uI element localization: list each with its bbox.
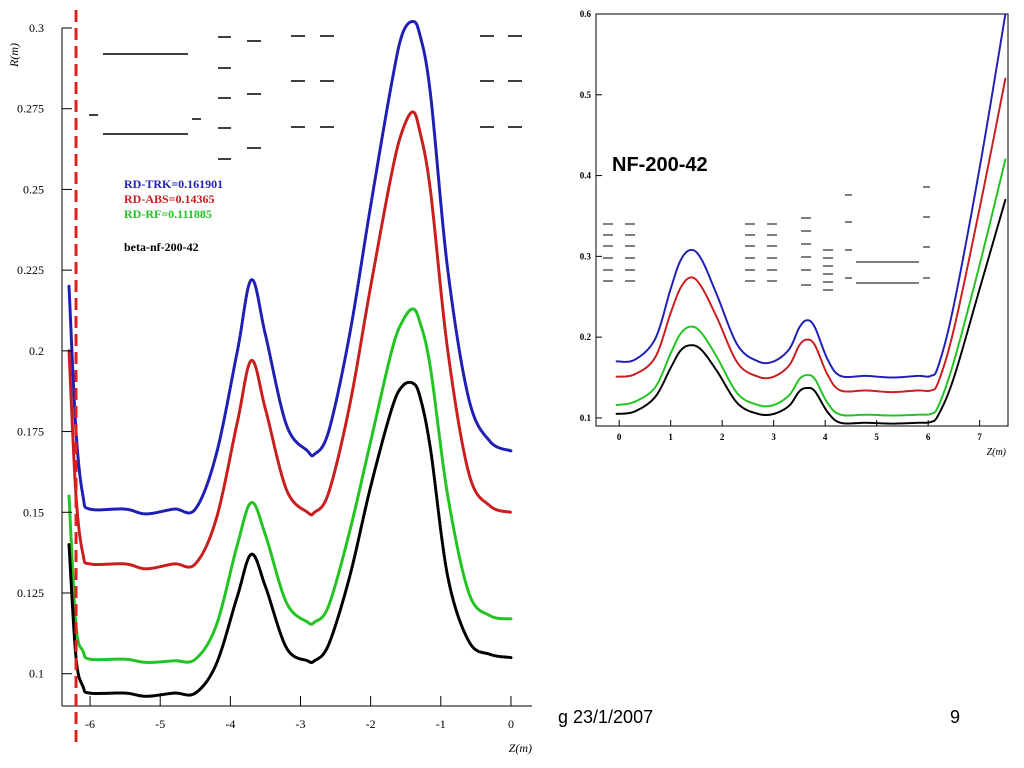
x-tick-label: -2 — [366, 717, 376, 731]
y-tick-label: 0.125 — [17, 586, 44, 600]
legend-entry: RD-ABS=0.14365 — [124, 192, 215, 206]
y-tick-label: 0.225 — [17, 263, 44, 277]
y-tick-label: 0.5 — [580, 90, 592, 100]
left-series-line-2 — [67, 307, 513, 664]
x-tick-label: 6 — [926, 432, 931, 442]
legend-entry: RD-TRK=0.161901 — [124, 177, 223, 191]
left-series — [67, 19, 513, 698]
left-element-dashes — [89, 35, 522, 160]
x-tick-label: 2 — [720, 432, 725, 442]
right-chart: 0 1 2 3 4 5 6 7 0.1 0.2 0.3 0.4 0.5 0.6 NF-200-42 Z(… — [580, 9, 1009, 458]
left-legend: RD-TRK=0.161901RD-ABS=0.14365RD-RF=0.111… — [124, 177, 223, 254]
left-series-line-1 — [67, 110, 513, 571]
y-tick-label: 0.1 — [580, 413, 592, 423]
x-tick-label: -4 — [225, 717, 235, 731]
y-tick-label: 0.25 — [23, 182, 44, 196]
x-tick-label: 4 — [823, 432, 828, 442]
x-tick-label: 0 — [508, 717, 514, 731]
left-x-ticks: -6 -5 -4 -3 -2 -1 0 — [85, 696, 514, 731]
right-chart-title: NF-200-42 — [612, 154, 708, 176]
right-x-ticks: 0 1 2 3 4 5 6 7 — [617, 420, 982, 442]
footer-date: g 23/1/2007 — [558, 707, 654, 727]
x-tick-label: -6 — [85, 717, 95, 731]
right-x-axis-label: Z(m) — [987, 447, 1007, 458]
left-chart: -6 -5 -4 -3 -2 -1 0 0.10.1250.150.1750.20.2250… — [7, 10, 532, 755]
x-tick-label: -5 — [155, 717, 165, 731]
y-tick-label: 0.2 — [29, 344, 44, 358]
x-tick-label: 5 — [874, 432, 879, 442]
right-frame — [595, 13, 1009, 427]
x-tick-label: 3 — [771, 432, 776, 442]
y-tick-label: 0.175 — [17, 425, 44, 439]
x-tick-label: 1 — [668, 432, 673, 442]
y-tick-label: 0.6 — [580, 9, 592, 19]
x-tick-label: 7 — [977, 432, 982, 442]
y-tick-label: 0.3 — [29, 21, 44, 35]
legend-entry: RD-RF=0.111885 — [124, 207, 212, 221]
page-number: 9 — [950, 707, 961, 727]
right-series-line-0 — [615, 13, 1007, 379]
right-element-dashes — [603, 186, 930, 291]
y-tick-label: 0.3 — [580, 251, 592, 261]
y-tick-label: 0.4 — [580, 171, 592, 181]
x-tick-label: -1 — [436, 717, 446, 731]
left-series-line-0 — [67, 19, 513, 516]
left-series-line-3 — [67, 380, 513, 698]
legend-entry: beta-nf-200-42 — [124, 240, 199, 254]
right-series-line-3 — [615, 198, 1007, 425]
left-y-ticks: 0.1 0.125 0.15 0.175 0.2 0.225 0.25 0.275 0.3 — [17, 21, 72, 681]
left-y-axis-label: R(m) — [7, 43, 21, 68]
y-tick-label: 0.275 — [17, 102, 44, 116]
x-tick-label: -3 — [296, 717, 306, 731]
right-series-line-2 — [615, 158, 1007, 417]
y-tick-label: 0.2 — [580, 332, 592, 342]
y-tick-label: 0.1 — [29, 667, 44, 681]
left-x-axis-label: Z(m) — [509, 741, 532, 755]
right-series-line-1 — [615, 77, 1007, 394]
right-y-ticks: 0.1 0.2 0.3 0.4 0.5 0.6 — [580, 9, 602, 423]
right-series — [615, 13, 1007, 425]
y-tick-label: 0.15 — [23, 505, 44, 519]
x-tick-label: 0 — [617, 432, 622, 442]
